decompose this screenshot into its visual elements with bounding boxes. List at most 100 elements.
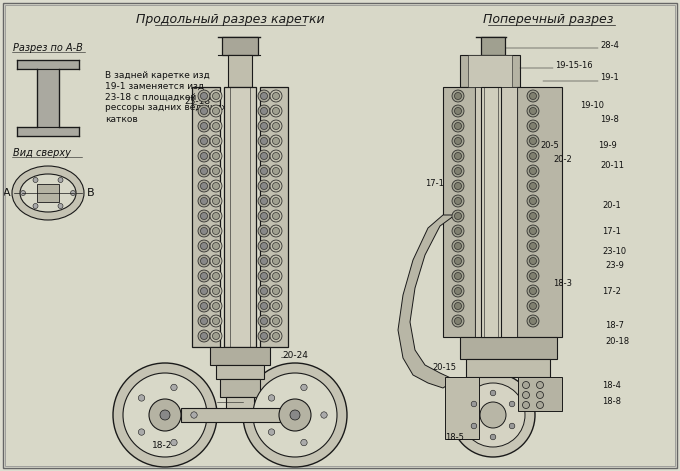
Circle shape	[198, 210, 210, 222]
Circle shape	[471, 401, 477, 407]
Ellipse shape	[12, 166, 84, 220]
Text: 20-18: 20-18	[605, 338, 629, 347]
Bar	[460, 55, 520, 87]
Bar	[192, 87, 220, 347]
Text: 20-5: 20-5	[540, 140, 559, 149]
Circle shape	[243, 363, 347, 467]
Circle shape	[201, 92, 207, 99]
Circle shape	[530, 212, 537, 219]
Circle shape	[171, 384, 177, 390]
Circle shape	[58, 203, 63, 209]
Circle shape	[530, 227, 537, 235]
Circle shape	[198, 135, 210, 147]
Circle shape	[270, 90, 282, 102]
Text: 18-2: 18-2	[152, 440, 172, 449]
Circle shape	[527, 150, 539, 162]
Bar	[517, 87, 562, 337]
Circle shape	[258, 255, 270, 267]
Circle shape	[201, 197, 207, 204]
Circle shape	[210, 300, 222, 312]
Circle shape	[198, 195, 210, 207]
Circle shape	[530, 273, 537, 279]
Circle shape	[269, 395, 275, 401]
Bar	[216, 365, 264, 379]
Text: 19-15-16: 19-15-16	[555, 60, 593, 70]
Circle shape	[258, 225, 270, 237]
Circle shape	[212, 302, 220, 309]
Circle shape	[212, 227, 220, 235]
Circle shape	[260, 197, 267, 204]
Text: 17-1: 17-1	[425, 179, 444, 187]
Bar	[37, 69, 59, 127]
Circle shape	[58, 178, 63, 182]
Bar	[228, 55, 252, 87]
Circle shape	[198, 90, 210, 102]
Circle shape	[527, 180, 539, 192]
Circle shape	[270, 300, 282, 312]
Circle shape	[301, 384, 307, 390]
Circle shape	[454, 138, 462, 145]
Circle shape	[71, 190, 75, 195]
Circle shape	[201, 227, 207, 235]
Circle shape	[270, 225, 282, 237]
Circle shape	[527, 240, 539, 252]
Circle shape	[480, 402, 506, 428]
Circle shape	[273, 168, 279, 174]
Text: 18-8: 18-8	[602, 398, 621, 406]
Circle shape	[273, 258, 279, 265]
Circle shape	[258, 285, 270, 297]
Circle shape	[452, 165, 464, 177]
Circle shape	[269, 429, 275, 435]
Circle shape	[258, 210, 270, 222]
Circle shape	[537, 391, 543, 398]
Bar	[460, 337, 557, 359]
Text: 18-3: 18-3	[553, 278, 572, 287]
Circle shape	[198, 255, 210, 267]
Circle shape	[452, 120, 464, 132]
Circle shape	[527, 135, 539, 147]
Circle shape	[198, 240, 210, 252]
Circle shape	[452, 315, 464, 327]
Circle shape	[201, 122, 207, 130]
Circle shape	[201, 258, 207, 265]
Circle shape	[452, 195, 464, 207]
Bar	[17, 127, 79, 136]
Circle shape	[530, 138, 537, 145]
Circle shape	[198, 330, 210, 342]
Circle shape	[198, 150, 210, 162]
Circle shape	[258, 150, 270, 162]
Circle shape	[270, 330, 282, 342]
Circle shape	[201, 168, 207, 174]
Circle shape	[201, 138, 207, 145]
Text: 28-4: 28-4	[600, 41, 619, 49]
Circle shape	[490, 390, 496, 396]
Circle shape	[210, 330, 222, 342]
Text: 18-4: 18-4	[602, 381, 621, 390]
Circle shape	[270, 180, 282, 192]
Circle shape	[454, 92, 462, 99]
Circle shape	[273, 243, 279, 250]
Circle shape	[260, 153, 267, 160]
Text: 20-1: 20-1	[602, 201, 621, 210]
Circle shape	[527, 90, 539, 102]
Circle shape	[210, 225, 222, 237]
Circle shape	[198, 315, 210, 327]
Circle shape	[461, 383, 525, 447]
Text: 20-15: 20-15	[432, 364, 456, 373]
Circle shape	[212, 122, 220, 130]
Circle shape	[321, 412, 327, 418]
Circle shape	[454, 197, 462, 204]
Circle shape	[198, 270, 210, 282]
Circle shape	[509, 401, 515, 407]
Circle shape	[260, 182, 267, 189]
Bar	[37, 184, 59, 202]
Circle shape	[210, 285, 222, 297]
Circle shape	[258, 135, 270, 147]
Circle shape	[452, 270, 464, 282]
Bar	[475, 87, 517, 337]
Circle shape	[454, 107, 462, 114]
Circle shape	[537, 401, 543, 408]
Circle shape	[212, 138, 220, 145]
Circle shape	[212, 258, 220, 265]
Bar	[481, 87, 501, 337]
